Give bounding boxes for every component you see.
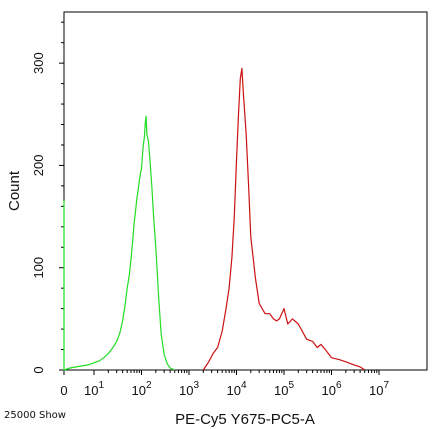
event-count-note: 25000 Show [4,410,66,421]
x-tick-base: 0 [60,383,67,398]
y-tick-label: 0 [31,366,46,373]
x-tick-label: 0 [60,383,67,398]
y-tick-label: 300 [31,52,46,74]
histogram-series-1 [63,115,175,371]
x-tick-exponent: 5 [288,380,294,391]
series-layer [63,67,366,371]
plot-frame [63,11,428,371]
x-tick-base: 10 [274,383,288,398]
y-tick-label: 100 [31,257,46,279]
x-tick-base: 10 [179,383,193,398]
x-tick-label: 106 [321,380,341,398]
y-axis-title: Count [6,170,23,211]
x-tick-exponent: 6 [336,380,342,391]
y-tick-label: 200 [31,155,46,177]
x-tick-label: 101 [84,380,104,398]
x-tick-label: 107 [369,380,389,398]
x-tick-label: 102 [131,380,151,398]
x-tick-base: 10 [369,383,383,398]
x-tick-label: 105 [274,380,294,398]
x-tick-exponent: 3 [193,380,199,391]
histogram-series-2 [202,67,366,371]
x-tick-label: 104 [226,380,246,398]
y-axis: 0 100 200 300 [31,21,64,374]
x-tick-label: 103 [179,380,199,398]
x-tick-exponent: 7 [383,380,389,391]
x-axis: 0 101 102 103 104 105 106 107 [60,370,389,398]
x-tick-base: 10 [131,383,145,398]
x-tick-exponent: 2 [146,380,152,391]
x-tick-base: 10 [84,383,98,398]
x-tick-exponent: 1 [98,380,104,391]
x-tick-base: 10 [321,383,335,398]
x-axis-title: PE-Cy5 Y675-PC5-A [175,411,315,428]
x-tick-base: 10 [226,383,240,398]
x-tick-exponent: 4 [241,380,247,391]
